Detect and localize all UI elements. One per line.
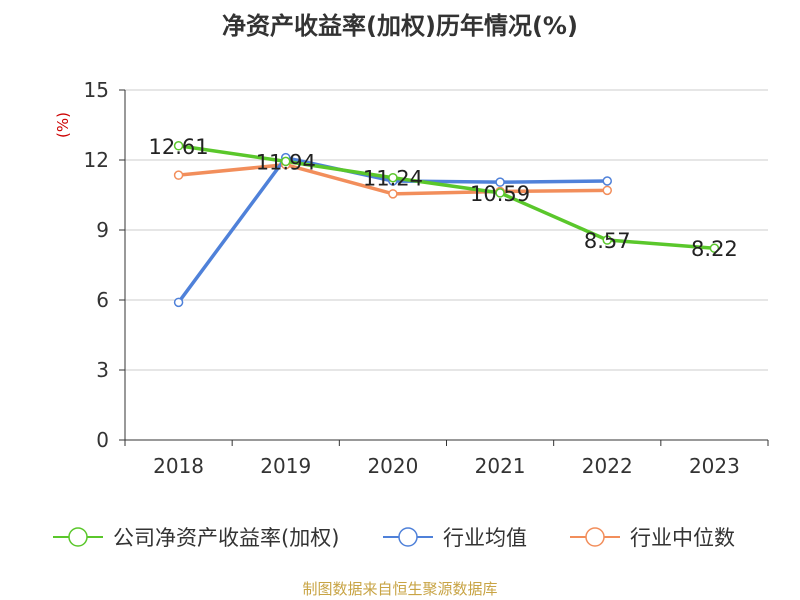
y-tick-label: 9: [96, 218, 109, 242]
y-tick-label: 3: [96, 358, 109, 382]
y-tick-label: 12: [84, 148, 109, 172]
chart-title: 净资产收益率(加权)历年情况(%): [222, 12, 578, 40]
data-point: [495, 188, 505, 198]
data-point: [281, 156, 291, 167]
data-point: [602, 235, 612, 245]
y-tick-label: 15: [84, 78, 109, 102]
legend-label: 行业中位数: [630, 526, 735, 550]
data-point: [495, 177, 505, 187]
x-tick-label: 2019: [260, 454, 311, 478]
legend-marker: [585, 527, 605, 547]
x-tick-label: 2020: [367, 454, 418, 478]
legend-marker: [68, 527, 88, 547]
data-point: [173, 297, 184, 308]
data-label: 8.22: [691, 237, 738, 261]
data-point: [602, 176, 612, 186]
x-tick-label: 2021: [475, 454, 526, 478]
data-label: 11.94: [256, 150, 316, 174]
data-label: 8.57: [584, 229, 631, 253]
legend-label: 公司净资产收益率(加权): [113, 526, 339, 550]
data-label: 11.24: [363, 167, 423, 191]
x-tick-label: 2023: [689, 454, 740, 478]
series-line-0: [178, 144, 715, 250]
y-tick-label: 6: [96, 288, 109, 312]
data-point: [709, 243, 720, 253]
data-point: [388, 172, 398, 183]
y-unit-label: (%): [54, 112, 72, 138]
data-label: 12.61: [149, 135, 209, 159]
data-point: [173, 170, 184, 180]
data-label: 10.59: [470, 182, 530, 206]
data-point: [602, 185, 612, 196]
source-note: 制图数据来自恒生聚源数据库: [302, 580, 498, 598]
data-point: [388, 189, 398, 199]
y-tick-label: 0: [96, 428, 109, 452]
legend-label: 行业均值: [443, 526, 527, 550]
x-tick-label: 2022: [582, 454, 633, 478]
x-tick-label: 2018: [153, 454, 204, 478]
legend-marker: [398, 527, 418, 547]
data-point: [173, 141, 184, 151]
